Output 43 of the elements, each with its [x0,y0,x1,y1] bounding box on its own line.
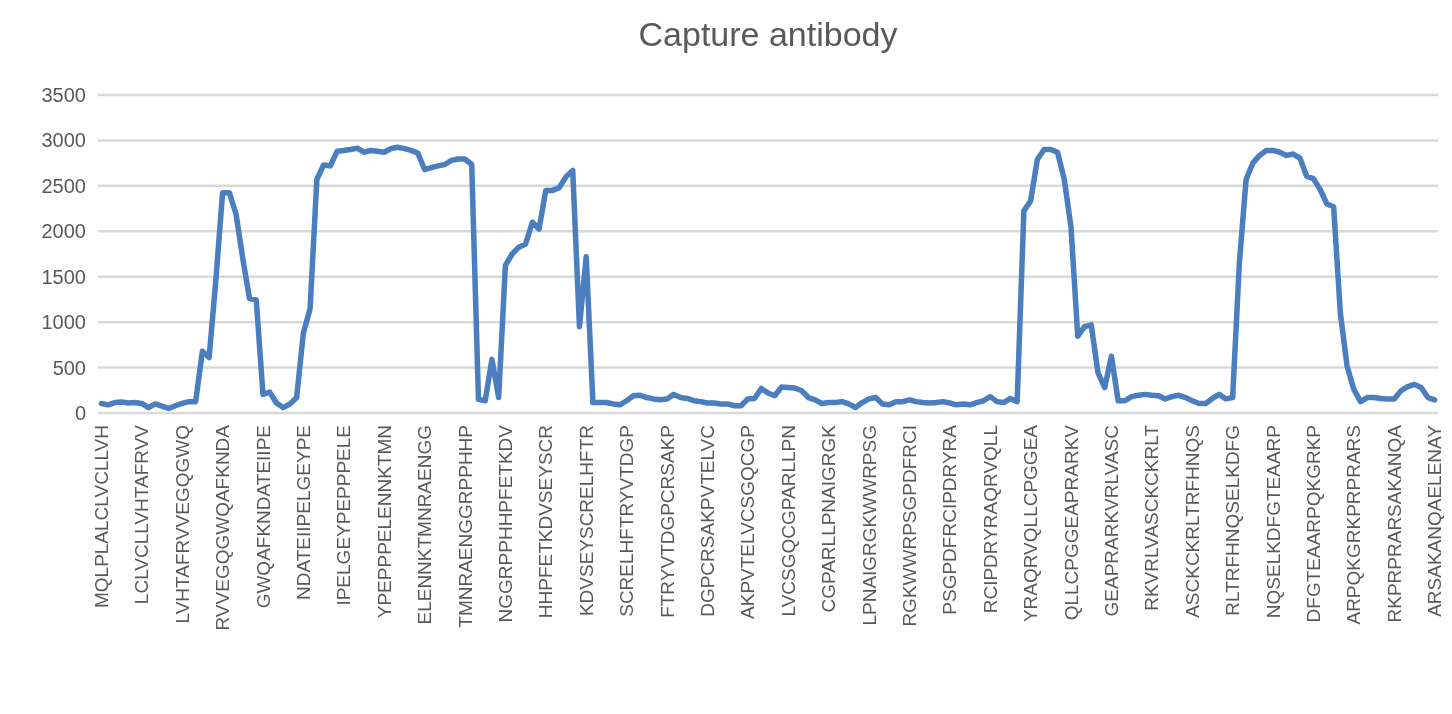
x-tick-label: AKPVTELVCSGQCGP [737,425,759,619]
x-tick-label: RCIPDRYRAQRVQLL [979,425,1001,614]
x-tick-label: YRAQRVQLLCPGGEA [1020,424,1042,623]
x-tick-label: LPNAIGRGKWWRPSG [858,425,880,626]
x-tick-label: LVHTAFRVVEGQGWQ [171,425,193,624]
x-tick-label: NQSELKDFGTEAARP [1262,425,1284,619]
x-tick-label: ARSAKANQAELENAY [1424,424,1446,617]
y-tick-label: 1000 [41,311,86,334]
x-tick-label: MQLPLALCLVCLLVH [91,425,113,609]
x-tick-label: LCLVCLLVHTAFRVV [131,424,153,605]
x-tick-label: RGKWWRPSGPDFRCI [899,425,921,627]
x-tick-label: CGPARLLPNAIGRGK [818,424,840,613]
y-tick-label: 3000 [41,129,86,152]
x-tick-label: RKVRLVASCKCKRLT [1141,424,1163,611]
x-tick-label: DGPCRSAKPVTELVC [697,425,719,617]
y-tick-label: 500 [52,356,86,379]
x-tick-label: HHPFETKDVSEYSCR [535,425,557,619]
y-tick-label: 1500 [41,265,86,288]
x-tick-label: SCRELHFTRYVTDGP [616,425,638,617]
x-tick-label: QLLCPGGEAPRARKV [1060,424,1082,621]
x-tick-label: LVCSGQCGPARLLPN [777,425,799,617]
x-tick-label: GWQAFKNDATEIIPE [252,425,274,609]
x-tick-label: ARPQKGRKPRPRARS [1343,425,1365,625]
x-tick-label: KDVSEYSCRELHFTR [575,425,597,617]
x-tick-label: YPEPPPELENNKTMN [373,425,395,619]
y-tick-label: 3500 [41,84,86,106]
x-tick-label: PSGPDFRCIPDRYRA [939,424,961,615]
x-tick-label: RKPRPRARSAKANQA [1383,424,1405,623]
x-tick-label: ELENNKTMNRAENGG [414,425,436,625]
x-tick-label: TMNRAENGGRPPHHP [454,425,476,628]
x-tick-label: RVVEGQGWQAFKNDA [212,424,234,631]
x-tick-label: RLTRFHNQSELKDFG [1222,425,1244,616]
x-tick-label: FTRYVTDGPCRSAKP [656,425,678,618]
x-tick-label: IPELGEYPEPPPELE [333,425,355,606]
x-tick-label: NGGRPPHHPFETKDV [495,424,517,623]
x-tick-label: GEAPRARKVRLVASC [1101,425,1123,617]
y-tick-label: 0 [74,402,86,424]
y-tick-label: 2000 [41,220,86,243]
chart-title: Capture antibody [638,15,898,53]
x-tick-label: DFGTEAARPQKGRKP [1303,425,1325,623]
x-tick-label: NDATEIIPELGEYPE [293,425,315,600]
x-tick-label: ASCKCKRLTRFHNQS [1181,425,1203,618]
y-tick-label: 2500 [41,174,86,197]
